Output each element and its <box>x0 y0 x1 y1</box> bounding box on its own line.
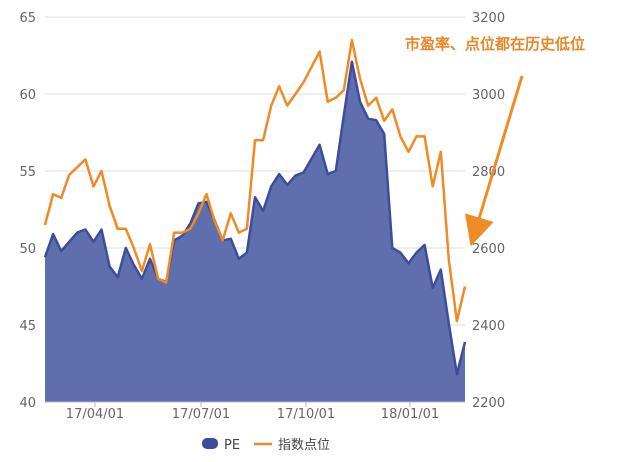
y-left-tick-label: 55 <box>19 165 36 180</box>
series-pe-area <box>45 61 465 402</box>
y-left-tick-label: 50 <box>19 242 36 257</box>
y-right-tick-label: 2800 <box>472 165 505 180</box>
plot-area <box>43 38 467 402</box>
x-tick-label: 17/04/01 <box>66 407 124 422</box>
series-index-line <box>43 38 467 323</box>
y-left-tick-label: 40 <box>19 396 36 411</box>
y-right-tick-label: 3000 <box>472 88 505 103</box>
y-right-tick-label: 2200 <box>472 396 505 411</box>
x-tick-label: 17/07/01 <box>172 407 230 422</box>
axes: 40 45 50 55 60 65 2200 2400 2600 2800 3000 3200 17/0… <box>19 11 505 422</box>
y-left-tick-label: 65 <box>19 11 36 26</box>
y-left-tick-label: 45 <box>19 319 36 334</box>
x-tick-label: 18/01/01 <box>381 407 439 422</box>
y-left-tick-label: 60 <box>19 88 36 103</box>
legend-label-pe[interactable]: PE <box>224 438 240 453</box>
annotation-arrow <box>464 75 524 247</box>
legend[interactable]: PE 指数点位 <box>202 438 330 453</box>
annotation: 市盈率、点位都在历史低位 <box>405 35 585 247</box>
annotation-text: 市盈率、点位都在历史低位 <box>405 35 585 53</box>
series-pe-line <box>43 60 467 376</box>
x-tick-label: 17/10/01 <box>277 407 335 422</box>
y-right-tick-label: 2400 <box>472 319 505 334</box>
legend-swatch-pe[interactable] <box>202 438 218 449</box>
y-right-tick-label: 3200 <box>472 11 505 26</box>
y-right-tick-label: 2600 <box>472 242 505 257</box>
legend-label-index[interactable]: 指数点位 <box>278 438 330 453</box>
